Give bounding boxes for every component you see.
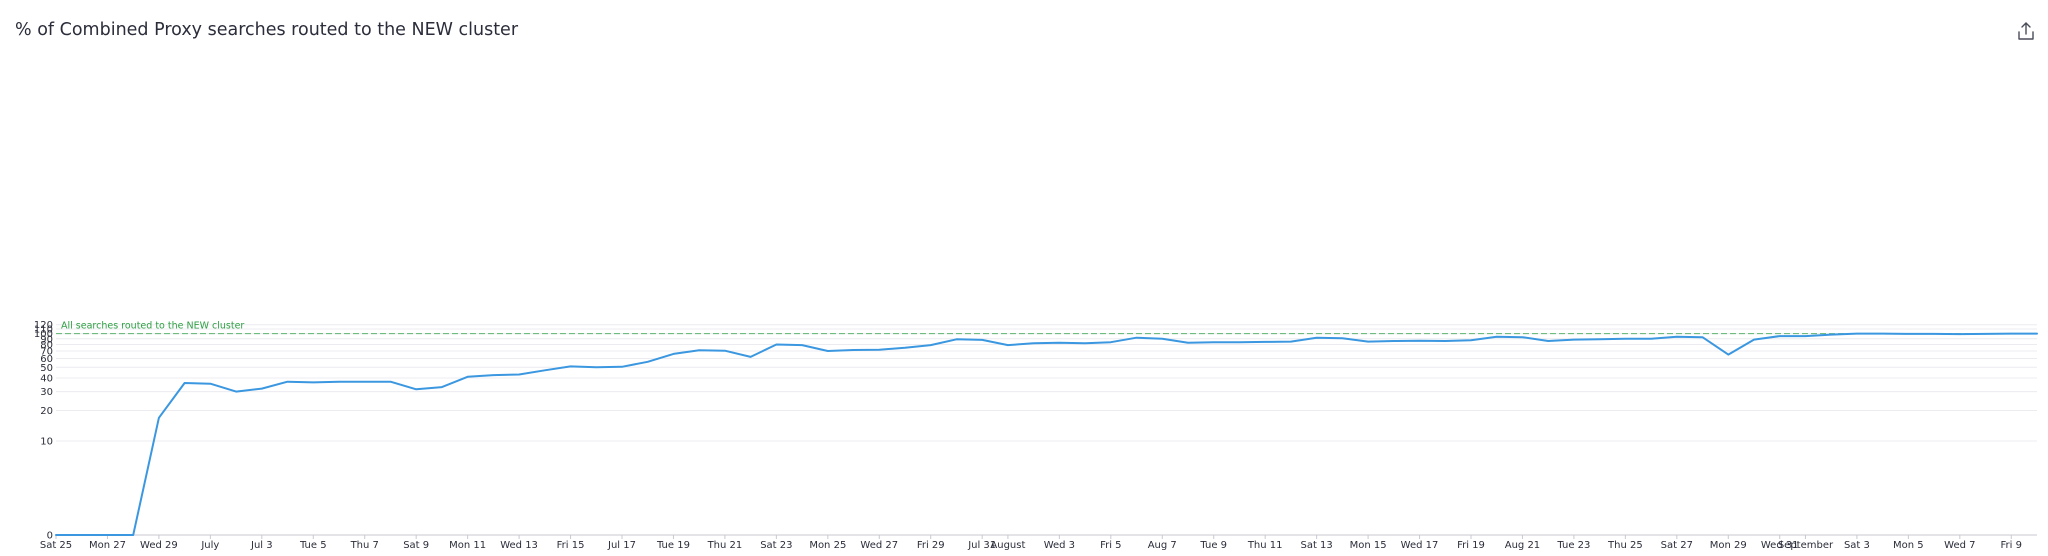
x-tick-label: Aug 7 — [1148, 540, 1177, 551]
x-tick-label: Mon 11 — [449, 540, 486, 551]
x-tick-label: Mon 25 — [809, 540, 846, 551]
x-tick-label: Wed 27 — [860, 540, 898, 551]
x-tick-label: Tue 9 — [1199, 540, 1227, 551]
x-axis: Sat 25 Mon 27 Wed 29 July Jul 3 Tue 5 Thu 7 Sat… — [40, 534, 2037, 551]
share-export-icon[interactable] — [2014, 19, 2038, 43]
y-tick-label: 120 — [34, 320, 53, 331]
x-tick-label: Sat 9 — [403, 540, 429, 551]
x-tick-label: Thu 25 — [1607, 540, 1643, 551]
x-tick-label: Wed 7 — [1944, 540, 1975, 551]
x-tick-label: Wed 29 — [140, 540, 178, 551]
x-tick-label: Sat 13 — [1300, 540, 1332, 551]
x-tick-label: Jul 3 — [250, 540, 273, 551]
x-tick-label: Aug 21 — [1505, 540, 1540, 551]
y-tick-label: 10 — [40, 437, 53, 448]
x-tick-label: Tue 19 — [656, 540, 690, 551]
x-tick-label: Thu 7 — [350, 540, 379, 551]
y-tick-label: 30 — [40, 387, 53, 398]
chart-title: % of Combined Proxy searches routed to t… — [15, 20, 519, 40]
grid-lines — [56, 324, 2037, 442]
y-tick-label: 70 — [40, 347, 53, 358]
x-tick-label: Wed 31 — [1761, 540, 1799, 551]
x-tick-label: Wed 13 — [500, 540, 538, 551]
x-tick-label: August — [990, 540, 1025, 551]
y-tick-label: 60 — [40, 354, 53, 365]
x-tick-label: Tue 5 — [299, 540, 327, 551]
x-tick-label: Thu 11 — [1247, 540, 1283, 551]
y-tick-label: 80 — [40, 340, 53, 351]
x-tick-label: Sat 23 — [760, 540, 792, 551]
x-tick-label: July — [200, 540, 219, 551]
reference-line-label: All searches routed to the NEW cluster — [61, 321, 244, 332]
y-tick-label: 0 — [47, 531, 53, 542]
y-tick-label: 40 — [40, 373, 53, 384]
x-tick-label: September — [1778, 540, 1834, 551]
x-tick-label: Fri 19 — [1457, 540, 1485, 551]
y-tick-label: 100 — [34, 329, 53, 340]
x-tick-label: Fri 29 — [917, 540, 945, 551]
x-tick-label: Fri 15 — [557, 540, 585, 551]
x-tick-label: Mon 27 — [89, 540, 126, 551]
reference-line-group: All searches routed to the NEW cluster — [56, 321, 2037, 335]
x-tick-label: Wed 3 — [1044, 540, 1075, 551]
series-line — [55, 332, 2038, 536]
x-tick-label: Jul 17 — [607, 540, 636, 551]
x-tick-label: Jul 31 — [967, 540, 996, 551]
x-tick-label: Fri 9 — [2001, 540, 2022, 551]
x-tick-label: Mon 5 — [1893, 540, 1924, 551]
x-tick-label: Sat 27 — [1661, 540, 1693, 551]
x-tick-label: Thu 21 — [707, 540, 743, 551]
x-tick-label: Tue 23 — [1556, 540, 1590, 551]
y-tick-label: 90 — [40, 334, 53, 345]
x-tick-label: Sat 3 — [1844, 540, 1870, 551]
series-group — [55, 332, 2038, 536]
x-tick-label: Mon 15 — [1350, 540, 1387, 551]
y-tick-label: 20 — [40, 406, 53, 417]
x-tick-label: Sat 25 — [40, 540, 72, 551]
x-tick-label: Fri 5 — [1100, 540, 1121, 551]
x-tick-label: Wed 17 — [1401, 540, 1439, 551]
y-tick-label: 50 — [40, 363, 53, 374]
y-tick-label: 110 — [34, 324, 53, 335]
x-tick-label: Mon 29 — [1710, 540, 1747, 551]
